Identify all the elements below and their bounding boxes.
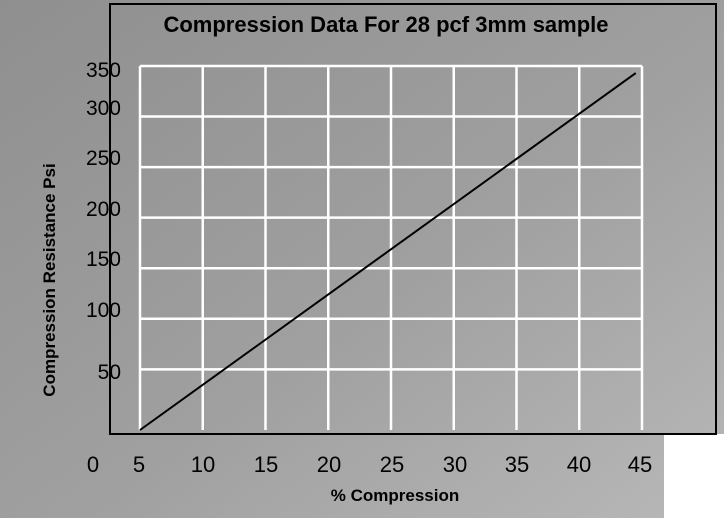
x-tick-label: 5	[133, 452, 145, 477]
x-tick-label: 10	[191, 452, 215, 477]
y-tick-label: 100	[86, 299, 121, 322]
x-tick-label: 20	[317, 452, 341, 477]
x-tick-label: 45	[628, 452, 652, 477]
y-tick-label: 300	[86, 97, 121, 120]
chart-frame	[109, 3, 717, 435]
x-tick-label: 0	[87, 452, 99, 477]
x-tick-label: 25	[380, 452, 404, 477]
x-tick-label: 30	[443, 452, 467, 477]
y-axis-label: Compression Resistance Psi	[40, 163, 59, 397]
y-tick-label: 350	[86, 59, 121, 82]
y-tick-label: 50	[98, 361, 121, 384]
y-tick-label: 200	[86, 198, 121, 221]
x-tick-label: 35	[505, 452, 529, 477]
x-tick-label: 40	[567, 452, 591, 477]
chart-title: Compression Data For 28 pcf 3mm sample	[163, 12, 609, 37]
y-tick-label: 150	[86, 248, 121, 271]
x-axis-label: % Compression	[330, 486, 460, 505]
y-tick-label: 250	[86, 147, 121, 170]
x-tick-label: 15	[254, 452, 278, 477]
data-series-line	[139, 72, 637, 431]
